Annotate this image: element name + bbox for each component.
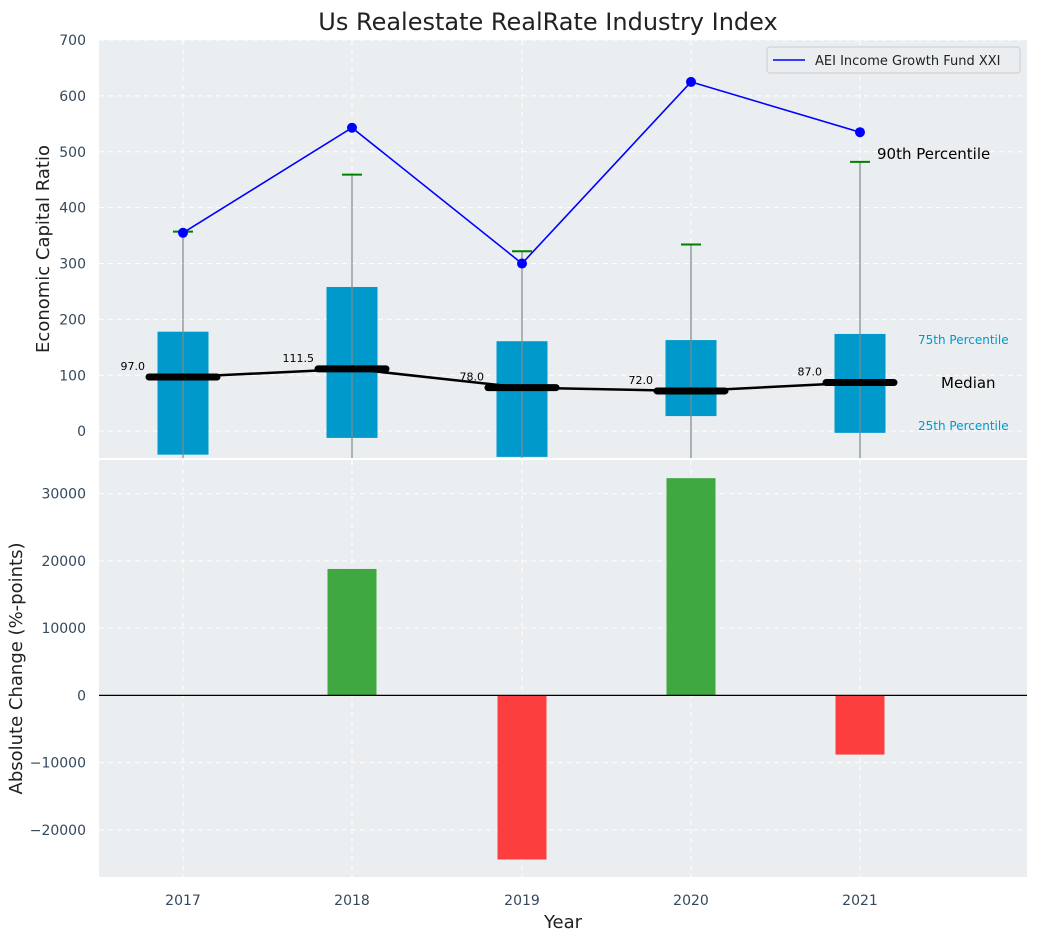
top-y-tick-label: 600 [59, 89, 86, 105]
fund-point-2018 [347, 122, 357, 133]
x-tick-label: 2018 [334, 893, 370, 909]
median-value-label: 78.0 [460, 371, 485, 384]
top-y-axis-label: Economic Capital Ratio [33, 145, 54, 353]
chart-title: Us Realestate RealRate Industry Index [318, 8, 777, 36]
x-tick-label: 2019 [504, 893, 540, 909]
change-bar-2018 [327, 568, 377, 696]
top-y-tick-label: 700 [59, 33, 86, 49]
box-plot-panel: 0 100 200 300 400 500 600 700 Economic Capital R… [33, 33, 1027, 458]
bottom-y-tick-label: 30000 [41, 487, 86, 503]
top-y-tick-label: 300 [59, 257, 86, 273]
fund-point-2017 [178, 227, 188, 238]
bottom-plot-area [99, 460, 1027, 877]
change-bar-2019 [497, 695, 547, 860]
x-tick-label: 2020 [673, 893, 709, 909]
annotation-25th: 25th Percentile [918, 419, 1009, 433]
top-y-tick-label: 400 [59, 201, 86, 217]
bottom-y-tick-label: −20000 [30, 823, 86, 839]
x-tick-label: 2017 [165, 893, 201, 909]
annotation-75th: 75th Percentile [918, 333, 1009, 347]
bottom-y-axis-label: Absolute Change (%-points) [6, 543, 27, 795]
top-y-tick-label: 500 [59, 145, 86, 161]
median-value-label: 97.0 [121, 360, 146, 373]
bottom-y-tick-label: 20000 [41, 554, 86, 570]
median-value-label: 87.0 [798, 366, 823, 379]
bottom-y-tick-label: 0 [77, 688, 86, 704]
x-tick-label: 2021 [842, 893, 878, 909]
top-y-tick-label: 0 [77, 424, 86, 440]
legend: AEI Income Growth Fund XXI [766, 46, 1021, 74]
legend-label: AEI Income Growth Fund XXI [815, 54, 1001, 69]
fund-point-2019 [517, 258, 527, 269]
annotation-median: Median [941, 374, 996, 392]
top-y-tick-label: 100 [59, 368, 86, 384]
annotation-90th: 90th Percentile [877, 145, 990, 163]
legend-box [766, 46, 1021, 74]
median-value-label: 72.0 [629, 374, 654, 387]
fund-point-2020 [686, 76, 696, 87]
bottom-y-tick-label: −10000 [30, 756, 86, 772]
top-plot-area [99, 40, 1027, 458]
top-y-tick-label: 200 [59, 312, 86, 328]
median-value-label: 111.5 [283, 352, 315, 365]
x-axis-label: Year [543, 912, 583, 933]
bottom-y-tick-label: 10000 [41, 621, 86, 637]
change-bar-panel: −20000 −10000 0 10000 20000 30000 Absolute Cha… [6, 460, 1027, 933]
change-bar-2021 [835, 695, 885, 755]
change-bar-2020 [666, 478, 716, 696]
fund-point-2021 [855, 127, 865, 138]
